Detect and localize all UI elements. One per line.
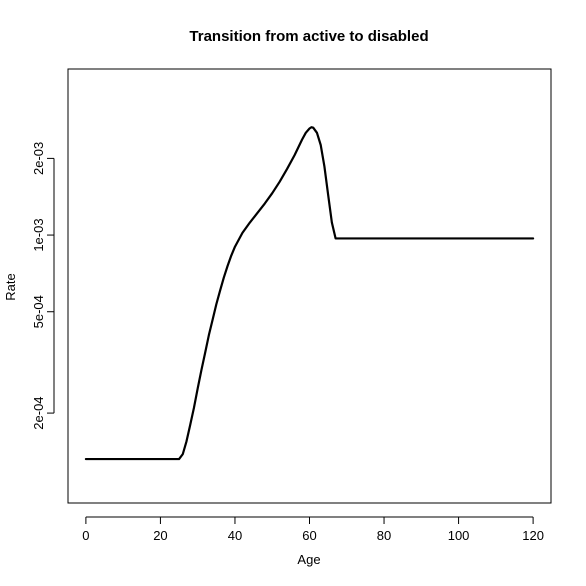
- series-layer: [84, 126, 535, 461]
- plot-frame: [67, 68, 552, 504]
- y-tick-label: 5e-04: [31, 295, 46, 328]
- y-tick-label: 2e-04: [31, 396, 46, 429]
- x-tick-label: 40: [228, 528, 242, 543]
- x-tick-label: 100: [448, 528, 470, 543]
- y-tick-label: 1e-03: [31, 218, 46, 251]
- x-tick-label: 60: [302, 528, 316, 543]
- x-tick-label: 80: [377, 528, 391, 543]
- y-axis-label: Rate: [3, 273, 18, 300]
- x-axis-label: Age: [297, 552, 320, 567]
- x-tick-label: 0: [82, 528, 89, 543]
- x-tick-label: 20: [153, 528, 167, 543]
- series-line: [84, 126, 535, 461]
- x-tick-label: 120: [522, 528, 544, 543]
- chart-title: Transition from active to disabled: [189, 28, 428, 45]
- x-axis: 0 20 40 60 80 100 120: [82, 516, 544, 543]
- y-axis: 2e-04 5e-04 1e-03 2e-03: [31, 142, 55, 430]
- y-tick-label: 2e-03: [31, 142, 46, 175]
